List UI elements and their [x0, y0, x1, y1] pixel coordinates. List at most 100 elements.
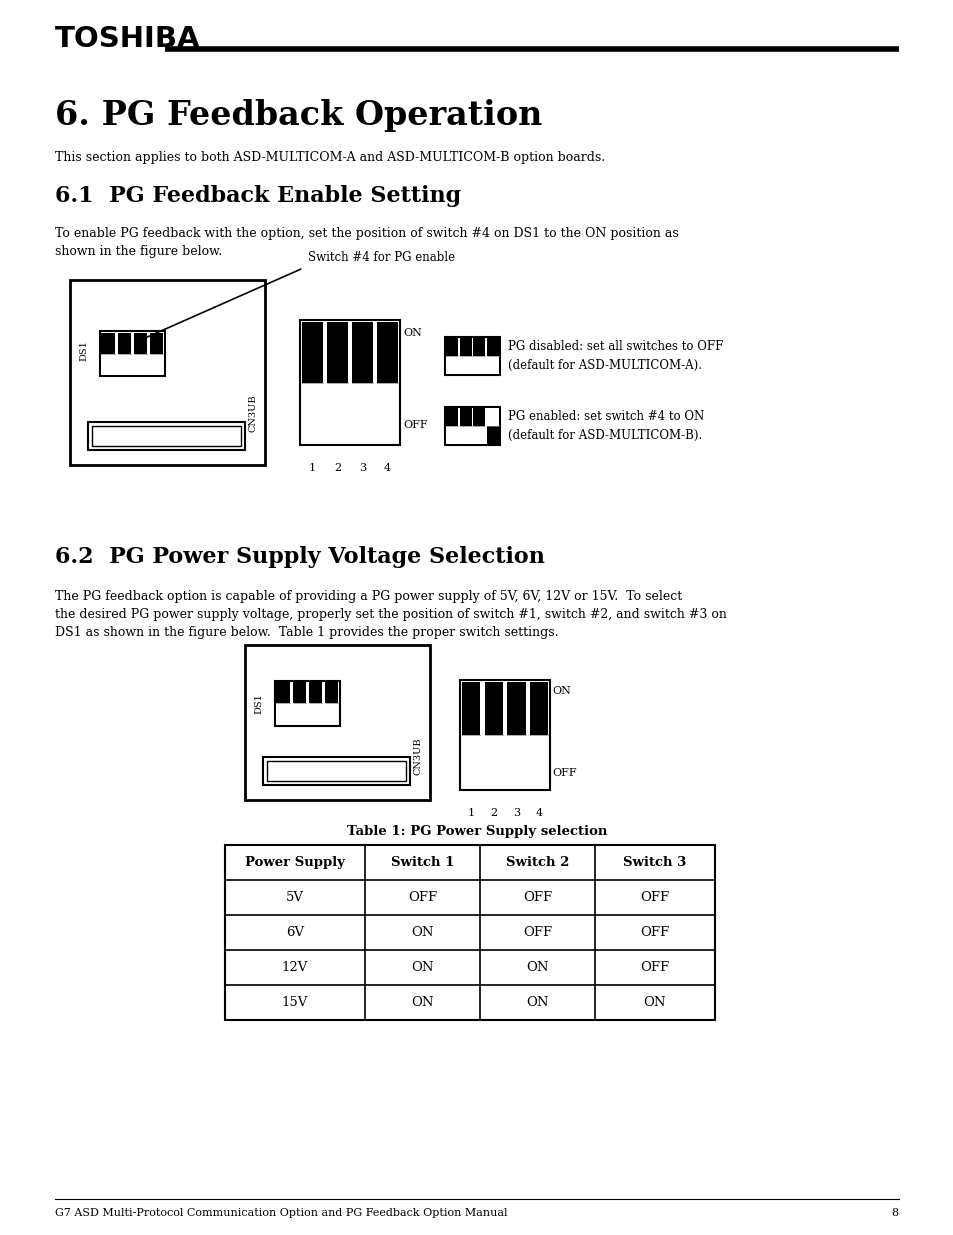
Bar — [225, 845, 714, 1020]
Text: 2: 2 — [490, 808, 497, 818]
Text: 15V: 15V — [281, 995, 308, 1009]
FancyBboxPatch shape — [274, 680, 339, 726]
Bar — [529, 735, 547, 788]
Text: ON: ON — [643, 995, 665, 1009]
Text: OFF: OFF — [522, 926, 552, 939]
Bar — [133, 353, 147, 374]
Bar — [473, 356, 485, 374]
FancyBboxPatch shape — [444, 408, 499, 445]
Text: 12V: 12V — [281, 961, 308, 974]
Text: ON: ON — [526, 961, 548, 974]
Text: 3: 3 — [358, 463, 366, 473]
Text: 6. PG Feedback Operation: 6. PG Feedback Operation — [55, 99, 542, 132]
Text: 5V: 5V — [286, 890, 304, 904]
FancyBboxPatch shape — [70, 280, 265, 466]
Text: 8: 8 — [891, 1208, 898, 1218]
Bar — [101, 353, 114, 374]
Bar — [487, 426, 498, 445]
Text: DS1: DS1 — [254, 694, 263, 714]
Text: PG disabled: set all switches to OFF
(default for ASD-MULTICOM-A).: PG disabled: set all switches to OFF (de… — [507, 341, 722, 372]
Bar — [88, 422, 245, 450]
Bar — [473, 338, 485, 356]
Text: CN3UB: CN3UB — [248, 394, 257, 432]
FancyBboxPatch shape — [245, 645, 430, 800]
Bar — [327, 383, 348, 443]
Text: Table 1: PG Power Supply selection: Table 1: PG Power Supply selection — [347, 825, 606, 839]
Text: Switch 2: Switch 2 — [505, 856, 569, 869]
Bar — [302, 383, 323, 443]
Bar — [529, 682, 547, 735]
Text: OFF: OFF — [639, 926, 669, 939]
Text: Switch 1: Switch 1 — [391, 856, 454, 869]
FancyBboxPatch shape — [100, 331, 165, 377]
Text: OFF: OFF — [408, 890, 436, 904]
Text: 6.1  PG Feedback Enable Setting: 6.1 PG Feedback Enable Setting — [55, 185, 461, 207]
Text: 1: 1 — [309, 463, 315, 473]
Bar — [459, 338, 471, 356]
Text: To enable PG feedback with the option, set the position of switch #4 on DS1 to t: To enable PG feedback with the option, s… — [55, 227, 679, 258]
Text: PG enabled: set switch #4 to ON
(default for ASD-MULTICOM-B).: PG enabled: set switch #4 to ON (default… — [507, 410, 703, 441]
Text: 4: 4 — [535, 808, 541, 818]
Bar — [309, 703, 322, 724]
Bar — [506, 735, 525, 788]
Bar — [276, 703, 290, 724]
Text: DS1: DS1 — [79, 340, 89, 361]
Text: 6V: 6V — [286, 926, 304, 939]
Bar — [461, 682, 480, 735]
Bar — [446, 356, 457, 374]
Bar — [473, 426, 485, 445]
Text: The PG feedback option is capable of providing a PG power supply of 5V, 6V, 12V : The PG feedback option is capable of pro… — [55, 590, 726, 640]
Bar — [117, 353, 131, 374]
Text: Power Supply: Power Supply — [245, 856, 345, 869]
Bar — [487, 356, 498, 374]
Text: OFF: OFF — [522, 890, 552, 904]
Bar — [376, 322, 397, 383]
Text: ON: ON — [402, 329, 421, 338]
Bar — [446, 408, 457, 426]
Bar — [446, 338, 457, 356]
Text: G7 ASD Multi-Protocol Communication Option and PG Feedback Option Manual: G7 ASD Multi-Protocol Communication Opti… — [55, 1208, 507, 1218]
Bar — [267, 761, 406, 781]
Text: ON: ON — [411, 961, 434, 974]
Bar — [117, 332, 131, 353]
Text: 3: 3 — [512, 808, 519, 818]
Bar — [376, 383, 397, 443]
Bar — [325, 703, 338, 724]
Text: OFF: OFF — [552, 768, 576, 778]
Bar — [91, 426, 241, 446]
Bar — [293, 703, 306, 724]
Text: Switch 3: Switch 3 — [622, 856, 686, 869]
Bar — [325, 682, 338, 703]
Bar — [133, 332, 147, 353]
Bar — [101, 332, 114, 353]
FancyBboxPatch shape — [459, 680, 550, 790]
Bar — [459, 426, 471, 445]
Text: ON: ON — [552, 685, 570, 697]
Text: 4: 4 — [383, 463, 391, 473]
Bar — [150, 332, 163, 353]
Bar — [309, 682, 322, 703]
Bar — [352, 322, 373, 383]
FancyBboxPatch shape — [444, 337, 499, 375]
Text: 2: 2 — [334, 463, 341, 473]
Text: This section applies to both ASD-MULTICOM-A and ASD-MULTICOM-B option boards.: This section applies to both ASD-MULTICO… — [55, 151, 605, 164]
Bar — [484, 735, 502, 788]
Text: 6.2  PG Power Supply Voltage Selection: 6.2 PG Power Supply Voltage Selection — [55, 546, 544, 568]
Text: ON: ON — [411, 926, 434, 939]
Bar — [459, 356, 471, 374]
Bar — [459, 408, 471, 426]
Bar — [302, 322, 323, 383]
Text: OFF: OFF — [639, 890, 669, 904]
Bar — [263, 757, 410, 785]
Text: CN3UB: CN3UB — [413, 737, 422, 776]
Text: Switch #4 for PG enable: Switch #4 for PG enable — [308, 251, 455, 264]
Bar — [352, 383, 373, 443]
Text: OFF: OFF — [639, 961, 669, 974]
Text: ON: ON — [411, 995, 434, 1009]
Bar — [487, 408, 498, 426]
Text: TOSHIBA: TOSHIBA — [55, 25, 201, 53]
Text: 1: 1 — [467, 808, 475, 818]
Bar — [276, 682, 290, 703]
Bar — [327, 322, 348, 383]
Bar — [150, 353, 163, 374]
